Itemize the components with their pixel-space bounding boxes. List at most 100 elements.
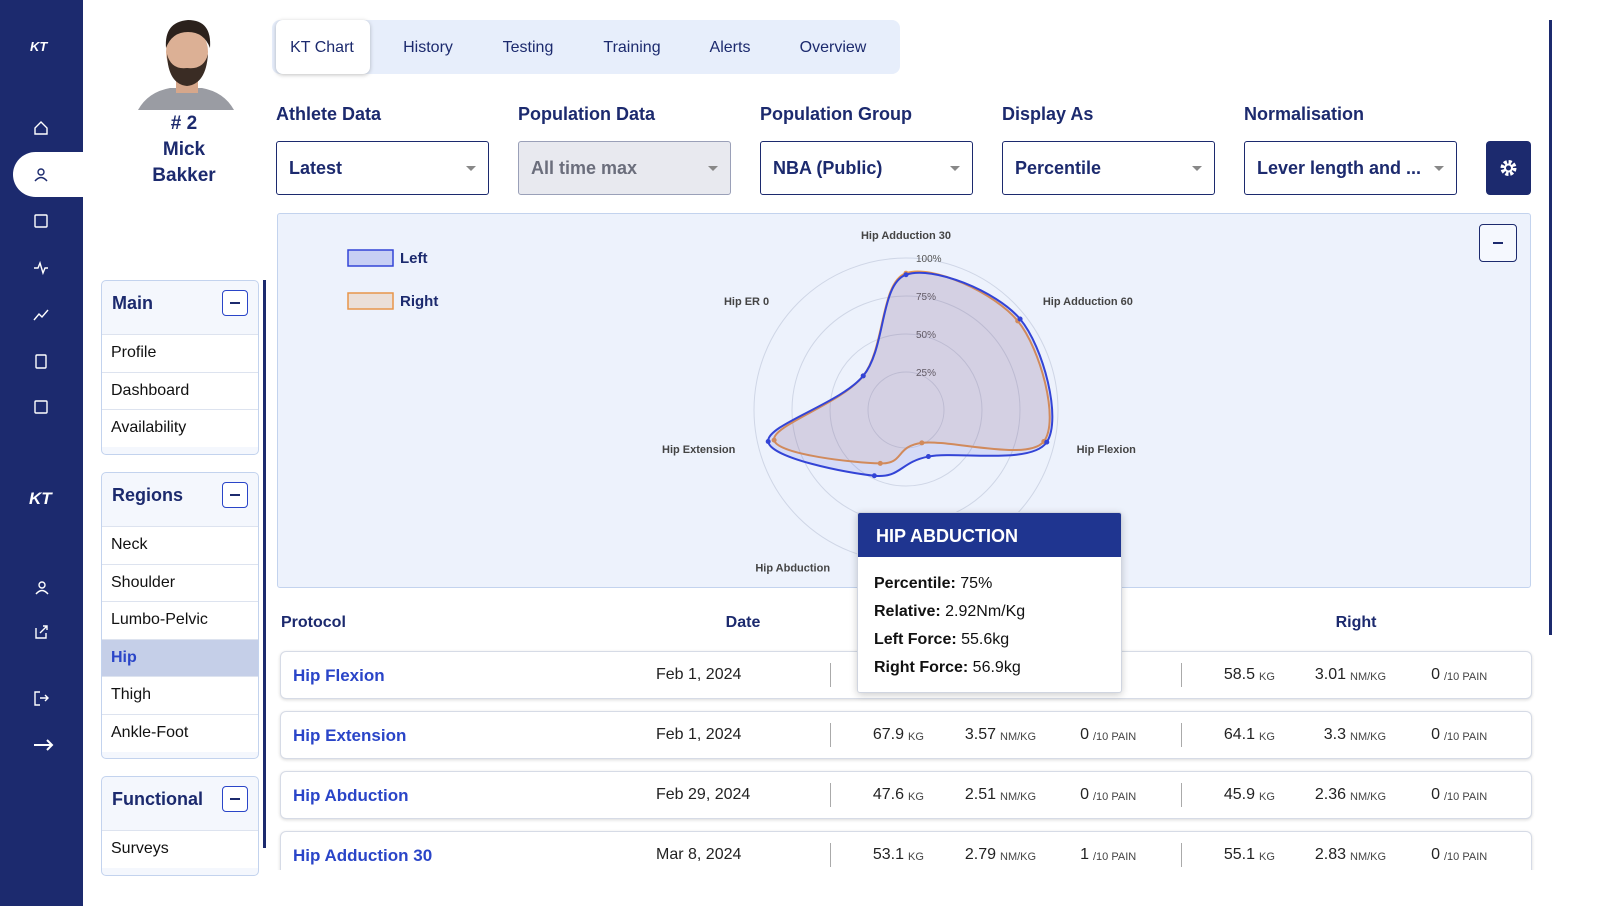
measure-value: 53.1 [872, 846, 904, 863]
measure-unit: /10 PAIN [1444, 851, 1488, 863]
nav-item[interactable]: Thigh [102, 676, 258, 714]
nav-item[interactable]: Dashboard [102, 371, 258, 410]
dropdown[interactable]: All time max [518, 141, 731, 195]
tooltip-value: 2.92Nm/Kg [945, 603, 1026, 620]
nav-toggle[interactable] [222, 290, 248, 316]
tab[interactable]: Overview [799, 39, 867, 56]
divider [830, 723, 831, 747]
radar-point [925, 454, 931, 460]
table-row[interactable]: Hip Adduction 30 Mar 8, 2024 53.1 KG 2.79 NM/… [280, 831, 1532, 870]
tab[interactable]: KT Chart [290, 39, 354, 56]
nav-item[interactable]: Hip [102, 638, 258, 677]
nav-item[interactable]: Neck [102, 526, 258, 564]
measure-value: 64.1 [1223, 726, 1255, 743]
expand-icon[interactable] [34, 739, 54, 751]
share-icon[interactable] [35, 625, 48, 639]
tooltip-value: 75% [960, 575, 993, 592]
table-row[interactable]: Hip Extension Feb 1, 2024 67.9 KG 3.57 NM/KG 0… [280, 711, 1532, 759]
dropdown-caret [950, 166, 960, 171]
dropdown-caret [1192, 166, 1202, 171]
dropdown-value: All time max [531, 158, 638, 178]
divider [830, 843, 831, 867]
user-icon[interactable] [35, 581, 49, 595]
athlete-number: # 2 [170, 113, 198, 134]
athlete-first-name: Mick [162, 139, 206, 160]
filter-label: Population Data [518, 104, 656, 124]
measure-unit: /10 PAIN [1444, 731, 1488, 743]
nav-toggle[interactable] [222, 482, 248, 508]
tooltip-key: Relative: [874, 603, 941, 620]
r-tick-label: 25% [916, 368, 936, 379]
measure-unit: KG [1259, 731, 1275, 743]
measure-unit: KG [1259, 851, 1275, 863]
radar-point [1044, 439, 1050, 445]
logout-icon[interactable] [34, 691, 49, 706]
measure-value: 47.6 [872, 786, 904, 803]
divider [1181, 783, 1182, 807]
tooltip-key: Left Force: [874, 631, 957, 648]
nav-item[interactable]: Lumbo-Pelvic [102, 601, 258, 639]
collapse-button[interactable] [1479, 224, 1517, 262]
table-row[interactable]: Hip Abduction Feb 29, 2024 47.6 KG 2.51 NM/KG… [280, 771, 1532, 819]
divider [1181, 843, 1182, 867]
protocol-table: Protocol Date Right Hip Flexion Feb 1, 2024 5… [0, 600, 1600, 870]
tab[interactable]: History [403, 39, 453, 56]
tooltip-line: Right Force: 56.9kg [874, 660, 1021, 676]
filter-label: Display As [1002, 104, 1094, 124]
nav-scrollbar [263, 280, 266, 848]
dropdown-value: Lever length and ... [1257, 158, 1422, 178]
calendar-icon[interactable] [34, 214, 48, 228]
clipboard-icon[interactable] [35, 354, 47, 369]
measure-value: 0 [1431, 846, 1440, 863]
home-icon[interactable] [34, 121, 48, 135]
legend-label: Right [400, 293, 438, 310]
tooltip-line: Percentile: 75% [874, 576, 992, 592]
tooltip-line: Left Force: 55.6kg [874, 632, 1009, 648]
athletes-icon[interactable] [34, 168, 48, 182]
tab[interactable]: Alerts [709, 39, 751, 56]
divider [1181, 723, 1182, 747]
dropdown[interactable]: Percentile [1002, 141, 1215, 195]
measure-value: 58.5 [1223, 666, 1255, 683]
minus-icon [230, 494, 240, 496]
minus-icon [230, 302, 240, 304]
settings-button[interactable] [1486, 141, 1531, 195]
legend-swatch [347, 292, 394, 310]
trend-icon[interactable] [33, 309, 49, 321]
nav-item[interactable]: Shoulder [102, 563, 258, 602]
tab[interactable]: Testing [502, 39, 554, 56]
tooltip-title: HIP ABDUCTION [876, 526, 1019, 546]
date: Feb 29, 2024 [656, 786, 751, 803]
legend-swatch [347, 249, 394, 267]
measure-unit: KG [908, 791, 924, 803]
dropdown[interactable]: Lever length and ... [1244, 141, 1457, 195]
nav-item[interactable]: Ankle-Foot [102, 713, 258, 752]
nav-item[interactable]: Availability [102, 409, 258, 447]
protocol-name: Hip Flexion [293, 666, 385, 685]
nav-item[interactable]: Surveys [102, 830, 258, 868]
nav-section: Functional Surveys [101, 776, 259, 876]
measure-value: 2.83 [1314, 846, 1346, 863]
date: Mar 8, 2024 [656, 846, 742, 863]
protocol-name: Hip Extension [293, 726, 407, 745]
athlete-last-name: Bakker [152, 165, 216, 186]
tooltip-value: 56.9kg [972, 659, 1021, 676]
schedule-icon[interactable] [34, 400, 48, 414]
nav-section-title: Functional [112, 789, 203, 809]
dropdown[interactable]: Latest [276, 141, 489, 195]
measure-value: 2.51 [964, 786, 996, 803]
nav-item-label: Ankle-Foot [111, 723, 189, 741]
nav-section-title: Regions [112, 485, 184, 505]
radar-area [767, 271, 1054, 477]
nav-section-title: Main [112, 293, 154, 313]
dropdown[interactable]: NBA (Public) [760, 141, 973, 195]
nav-item-label: Hip [111, 648, 137, 666]
nav-item[interactable]: Profile [102, 334, 258, 372]
filter-label: Athlete Data [276, 104, 382, 124]
tab[interactable]: Training [603, 39, 661, 56]
nav-toggle[interactable] [222, 786, 248, 812]
activity-icon[interactable] [34, 260, 48, 276]
measure-unit: NM/KG [1350, 791, 1387, 803]
measure-value: 67.9 [872, 726, 904, 743]
